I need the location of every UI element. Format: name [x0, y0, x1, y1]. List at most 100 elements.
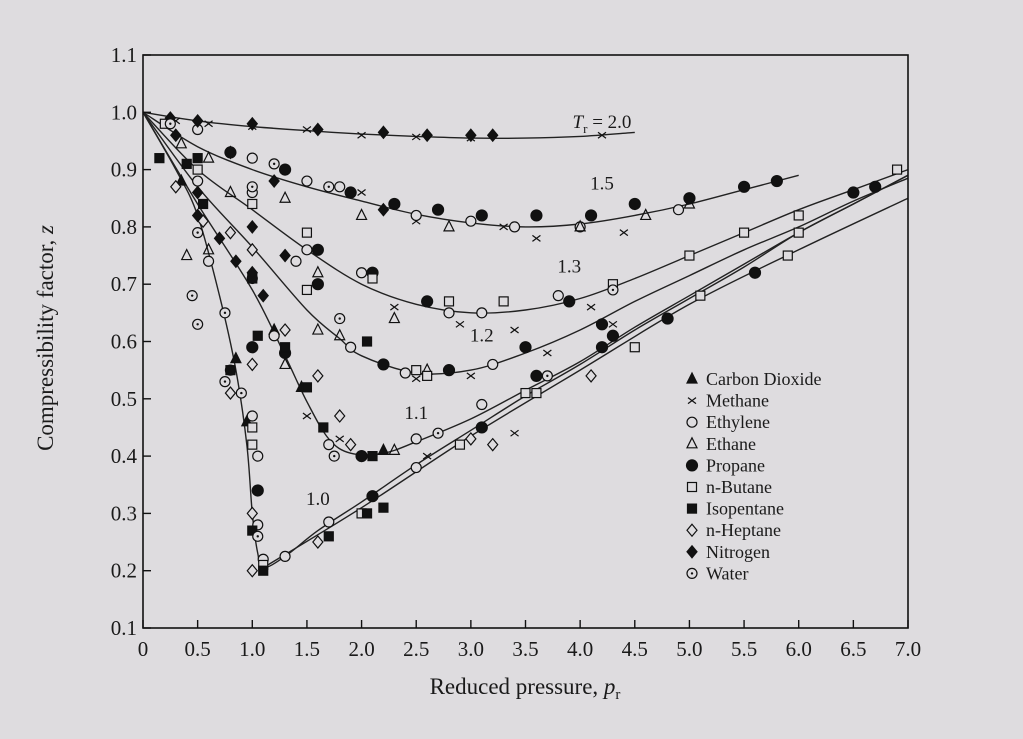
y-tick-label: 0.6 [111, 330, 137, 354]
data-point-methane [608, 320, 618, 328]
data-point-water [192, 227, 204, 239]
data-point-n-heptane [344, 437, 357, 452]
x-tick-label: 5.0 [676, 637, 702, 661]
data-point-n-heptane [486, 437, 499, 452]
data-point-propane [584, 209, 598, 222]
data-point-n-heptane [246, 242, 259, 257]
x-axis-title-text: Reduced pressure, [430, 674, 604, 699]
curves-layer [142, 111, 909, 569]
y-tick-label: 0.1 [111, 616, 137, 640]
data-point-isopentane [198, 198, 209, 210]
data-point-nitrogen [257, 288, 269, 303]
data-point-ethylene [323, 439, 335, 451]
data-point-propane [595, 318, 609, 331]
legend-entry-carbon-dioxide: Carbon Dioxide [686, 369, 821, 389]
data-point-carbon-dioxide [377, 443, 390, 455]
data-point-nitrogen [421, 128, 433, 143]
data-point-water [268, 158, 280, 170]
legend-entry-isopentane: Isopentane [686, 499, 784, 519]
data-point-ethylene [268, 330, 280, 342]
data-point-nitrogen [170, 128, 182, 143]
isotherm-label-2-0: Tr = 2.0 [573, 112, 632, 136]
data-point-propane [628, 197, 641, 211]
data-point-methane [335, 435, 345, 443]
legend-entry-propane: Propane [685, 455, 765, 475]
data-point-nitrogen [191, 113, 204, 128]
series-methane [171, 117, 629, 460]
legend-marker-ethylene [686, 416, 698, 428]
legend-marker-carbon-dioxide [686, 371, 698, 384]
data-point-ethane [202, 150, 215, 163]
data-point-methane [411, 133, 421, 141]
reference-line [262, 197, 909, 569]
legend-label: Propane [706, 455, 765, 475]
series-isopentane [154, 153, 389, 576]
x-tick-label: 1.0 [239, 637, 265, 661]
legend-entry-n-heptane: n-Heptane [686, 520, 781, 540]
x-tick-label: 4.5 [622, 637, 648, 661]
data-point-n-butane [891, 164, 903, 175]
data-point-methane [389, 303, 399, 311]
legend-marker-ethane [686, 436, 698, 449]
data-point-methane [466, 372, 476, 380]
data-point-nitrogen [246, 219, 259, 234]
legend-label: Water [706, 563, 749, 583]
legend-marker-nitrogen [686, 544, 698, 559]
data-point-n-heptane [312, 535, 324, 549]
legend-marker-n-heptane [686, 523, 698, 538]
data-point-ethylene [301, 244, 313, 256]
data-point-methane [302, 412, 312, 420]
data-point-propane [869, 180, 882, 193]
data-point-methane [619, 229, 629, 237]
data-point-n-butane [454, 439, 466, 450]
data-point-n-butane [793, 210, 804, 221]
data-point-propane [737, 180, 751, 193]
data-point-methane [204, 120, 213, 128]
legend-entry-methane: Methane [687, 391, 769, 411]
series-propane [224, 146, 882, 503]
data-point-isopentane [361, 336, 373, 347]
data-point-isopentane [279, 342, 291, 353]
x-axis-ticks: 0 0.5 1.0 1.5 2.0 2.5 3.0 3.5 4.0 4.5 5.0 5.5 6.0 6.5… [138, 620, 921, 661]
data-point-propane [355, 450, 368, 463]
data-point-methane [510, 326, 519, 334]
legend-entry-nitrogen: Nitrogen [686, 542, 770, 562]
data-point-nitrogen [246, 116, 259, 131]
data-point-propane [770, 174, 783, 188]
data-point-propane [442, 364, 456, 377]
data-point-n-heptane [465, 431, 477, 446]
isotherm-curve-tr-2-0 [142, 111, 635, 140]
data-point-nitrogen [377, 125, 390, 140]
data-point-methane [499, 223, 509, 231]
y-axis-title-symbol: z [33, 225, 58, 235]
y-tick-label: 0.7 [111, 272, 137, 296]
data-point-carbon-dioxide [229, 351, 242, 364]
x-axis-title-symbol: p [602, 674, 616, 699]
legend-marker-water [686, 567, 698, 580]
data-point-ethylene [508, 221, 521, 233]
legend-entry-ethylene: Ethylene [686, 412, 770, 432]
data-point-n-heptane [246, 357, 259, 372]
data-point-ethane [355, 208, 368, 221]
data-point-ethylene [487, 358, 499, 371]
data-point-n-heptane [246, 563, 259, 578]
data-point-isopentane [154, 153, 165, 164]
series-n-heptane [170, 179, 597, 578]
data-point-water [192, 318, 204, 330]
data-point-n-butane [443, 296, 455, 307]
legend-label: Isopentane [706, 499, 784, 519]
data-point-ethylene [672, 204, 685, 216]
data-point-water [219, 376, 231, 388]
data-point-n-butane [247, 439, 258, 450]
data-point-water [246, 181, 258, 193]
x-tick-label: 3.5 [512, 637, 538, 661]
curve-labels: Tr = 2.0 1.5 1.3 1.2 1.1 1.0 [306, 112, 631, 510]
data-point-nitrogen [224, 145, 237, 160]
legend-marker-isopentane [686, 503, 698, 514]
data-point-propane [366, 490, 379, 503]
data-point-n-butane [301, 227, 313, 238]
data-point-propane [530, 369, 543, 382]
data-point-isopentane [301, 382, 313, 393]
data-point-propane [377, 358, 390, 371]
data-point-ethane [311, 265, 324, 278]
